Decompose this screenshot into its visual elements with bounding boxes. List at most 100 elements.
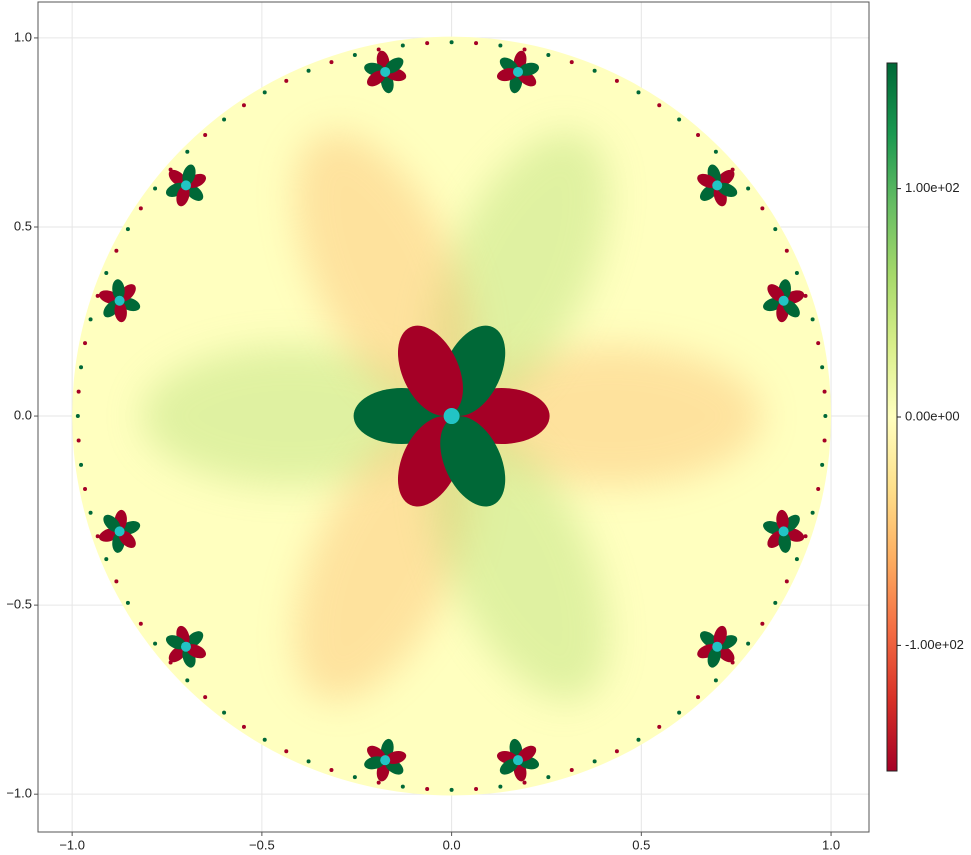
petal: [165, 635, 186, 650]
colorbar-tick-label: -1.00e+02: [905, 637, 964, 652]
rim-speck: [592, 68, 597, 73]
rim-speck: [657, 103, 662, 108]
marker: [114, 295, 125, 306]
y-tick-label: −1.0: [6, 786, 32, 801]
x-tick-label: −1.0: [59, 837, 85, 852]
petal: [776, 509, 789, 531]
rim-speck: [794, 271, 799, 276]
rim-speck: [810, 317, 815, 322]
rim-speck: [114, 248, 119, 253]
petal: [717, 182, 738, 197]
rim-speck: [569, 767, 574, 772]
petal: [112, 279, 125, 301]
marker: [513, 755, 524, 766]
rim-speck: [449, 787, 454, 792]
rim-speck: [203, 133, 208, 138]
rim-speck: [376, 780, 381, 785]
rim-speck: [425, 41, 430, 46]
y-tick-label: −0.5: [6, 597, 32, 612]
petal: [364, 756, 385, 770]
rim-speck: [95, 293, 100, 298]
rim-speck: [696, 133, 701, 138]
y-tick-label: 0.0: [14, 407, 32, 422]
rim-speck: [306, 68, 311, 73]
rim-speck: [522, 780, 527, 785]
marker: [114, 526, 125, 537]
rim-speck: [569, 60, 574, 65]
rim-speck: [222, 117, 227, 122]
marker: [180, 641, 191, 652]
rim-speck: [803, 293, 808, 298]
rim-speck: [546, 53, 551, 58]
rim-speck: [614, 749, 619, 754]
rim-speck: [76, 438, 81, 443]
rim-speck: [636, 737, 641, 742]
y-tick-label: 0.5: [14, 218, 32, 233]
rim-speck: [185, 149, 190, 154]
x-tick-label: 0.5: [632, 837, 650, 852]
rim-speck: [425, 787, 430, 792]
rim-speck: [125, 600, 130, 605]
rim-speck: [713, 149, 718, 154]
rim-speck: [104, 271, 109, 276]
rim-speck: [823, 414, 828, 419]
rim-speck: [522, 47, 527, 52]
rim-speck: [306, 759, 311, 764]
rim-speck: [696, 695, 701, 700]
rim-speck: [760, 621, 765, 626]
rim-speck: [822, 438, 827, 443]
rim-speck: [636, 90, 641, 95]
rim-speck: [153, 186, 158, 191]
rim-speck: [104, 557, 109, 562]
rim-speck: [284, 78, 289, 83]
rim-speck: [203, 695, 208, 700]
x-tick-label: 1.0: [822, 837, 840, 852]
marker: [180, 180, 191, 191]
rim-speck: [153, 641, 158, 646]
rim-speck: [79, 462, 84, 467]
rim-speck: [95, 534, 100, 539]
petal: [778, 531, 791, 553]
rim-speck: [760, 206, 765, 211]
rim-speck: [657, 724, 662, 729]
rim-speck: [88, 510, 93, 515]
rim-speck: [352, 775, 357, 780]
rim-speck: [114, 579, 119, 584]
y-tick-label: 1.0: [14, 29, 32, 44]
rim-speck: [677, 117, 682, 122]
petal: [707, 646, 721, 668]
rim-speck: [816, 486, 821, 491]
plot-frame: [37, 1, 870, 833]
rim-speck: [449, 40, 454, 45]
marker: [380, 755, 391, 766]
x-tick-label: −0.5: [249, 837, 275, 852]
rim-speck: [713, 678, 718, 683]
rim-speck: [773, 600, 778, 605]
rim-speck: [474, 787, 479, 792]
rim-speck: [138, 621, 143, 626]
rim-speck: [400, 43, 405, 48]
rim-speck: [614, 78, 619, 83]
rim-speck: [75, 414, 80, 419]
rim-speck: [822, 389, 827, 394]
petal: [176, 185, 190, 207]
rim-speck: [803, 534, 808, 539]
rim-speck: [83, 486, 88, 491]
colorbar-tick-label: 0.00e+00: [905, 408, 960, 423]
rim-speck: [329, 60, 334, 65]
petal: [518, 62, 540, 76]
rim-speck: [784, 248, 789, 253]
petal: [697, 173, 718, 188]
marker: [443, 408, 460, 425]
rim-speck: [284, 749, 289, 754]
rim-speck: [125, 227, 130, 232]
rim-speck: [810, 510, 815, 515]
rim-speck: [241, 724, 246, 729]
rim-speck: [794, 557, 799, 562]
rim-speck: [498, 784, 503, 789]
marker: [712, 641, 723, 652]
rim-speck: [83, 341, 88, 346]
rim-speck: [546, 775, 551, 780]
marker: [778, 526, 789, 537]
colorbar: [886, 62, 898, 772]
